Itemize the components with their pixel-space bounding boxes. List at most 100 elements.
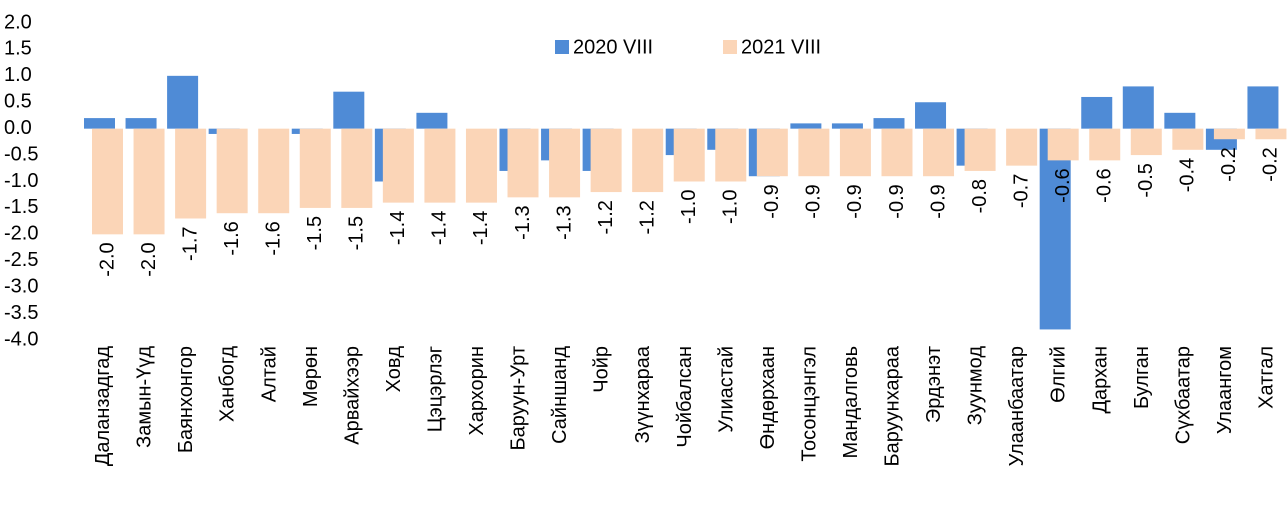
- bar: [1213, 128, 1245, 140]
- data-label: -1.0: [720, 190, 742, 224]
- x-tick-label: Өлгий: [1048, 346, 1070, 403]
- bar: [507, 128, 539, 198]
- bar: [839, 128, 871, 177]
- bar: [382, 128, 414, 203]
- data-label: -0.5: [1135, 163, 1157, 197]
- x-tick-label: Улиастай: [715, 346, 737, 433]
- bar: [167, 75, 199, 129]
- x-tick-label: Даланзадгад: [92, 346, 114, 466]
- bar: [465, 128, 497, 203]
- x-tick-label: Баянхонгор: [175, 346, 197, 453]
- bar: [831, 123, 863, 129]
- data-label: -1.2: [595, 200, 617, 234]
- x-tick-label: Зуунмод: [965, 346, 987, 426]
- data-label: -1.4: [470, 211, 492, 245]
- bar: [258, 128, 290, 214]
- x-tick-label: Чойбалсан: [674, 346, 696, 448]
- bar: [632, 128, 664, 193]
- bar: [1164, 112, 1196, 129]
- bar: [84, 118, 115, 129]
- x-tick-label: Баруунхараа: [882, 345, 904, 466]
- legend-label: 2021 VIII: [741, 36, 821, 58]
- data-label: -0.9: [886, 184, 908, 218]
- data-label: -0.9: [761, 184, 783, 218]
- data-label: -2.0: [96, 242, 118, 276]
- bar: [915, 102, 947, 129]
- bar: [881, 128, 913, 177]
- data-label: -0.2: [1218, 147, 1240, 181]
- x-tick-label: Сүхбаатар: [1172, 346, 1194, 444]
- data-label: -1.6: [221, 221, 243, 255]
- legend-label: 2020 VIII: [573, 36, 653, 58]
- y-tick-label: -1.5: [4, 196, 38, 218]
- x-tick-label: Ховд: [383, 346, 405, 393]
- bar: [424, 128, 456, 203]
- bar: [1172, 128, 1204, 150]
- data-label: -0.9: [927, 184, 949, 218]
- x-tick-label: Эрдэнэт: [923, 346, 945, 423]
- bar: [790, 123, 822, 129]
- data-label: -0.6: [1094, 168, 1116, 202]
- data-label: -0.7: [1010, 174, 1032, 208]
- data-label: -1.4: [429, 211, 451, 245]
- bar: [1130, 128, 1162, 156]
- data-label: -1.4: [387, 211, 409, 245]
- x-tick-label: Тосонцэнгэл: [798, 346, 820, 462]
- bar: [715, 128, 747, 182]
- x-tick-label: Хатгал: [1256, 346, 1278, 409]
- bar: [133, 128, 165, 235]
- bar: [590, 128, 622, 193]
- bar: [175, 128, 207, 219]
- y-tick-label: -2.5: [4, 249, 38, 271]
- x-tick-label: Мөрөн: [300, 346, 322, 407]
- x-tick-label: Улаанбаатар: [1006, 346, 1028, 466]
- x-tick-label: Ханбогд: [217, 346, 239, 422]
- x-tick-label: Алтай: [258, 346, 280, 402]
- bar: [549, 128, 581, 198]
- data-label: -0.9: [803, 184, 825, 218]
- bar: [1122, 86, 1154, 129]
- bar: [1039, 128, 1071, 330]
- data-label: -1.7: [179, 226, 201, 260]
- y-tick-label: -2.0: [4, 223, 38, 245]
- legend-swatch: [723, 40, 737, 54]
- x-tick-label: Хархорин: [466, 346, 488, 436]
- data-label: -1.2: [636, 200, 658, 234]
- y-tick-label: -3.0: [4, 275, 38, 297]
- data-label: -0.6: [1052, 168, 1074, 202]
- x-tick-label: Булган: [1131, 346, 1153, 409]
- x-tick-label: Цэцэрлэг: [424, 346, 446, 432]
- x-tick-label: Зүүнхараа: [632, 345, 654, 443]
- bar: [964, 128, 996, 171]
- data-label: -0.2: [1260, 147, 1282, 181]
- x-tick-label: Замын-Үүд: [134, 346, 156, 448]
- x-tick-label: Өндөрхаан: [757, 346, 779, 449]
- bar: [798, 128, 830, 177]
- data-label: -0.4: [1177, 158, 1199, 192]
- bar: [416, 112, 448, 129]
- bar: [92, 128, 123, 235]
- bar: [299, 128, 331, 208]
- bar: [1255, 128, 1287, 140]
- data-label: -0.9: [844, 184, 866, 218]
- y-tick-label: -0.5: [4, 143, 38, 165]
- bar: [1089, 128, 1121, 161]
- y-tick-label: 1.5: [4, 38, 32, 60]
- bar: [673, 128, 705, 182]
- data-label: -1.0: [678, 190, 700, 224]
- y-tick-label: -4.0: [4, 328, 38, 350]
- x-tick-label: Дархан: [1089, 346, 1111, 414]
- bar: [923, 128, 955, 177]
- bar: [1047, 128, 1079, 161]
- bar: [341, 128, 373, 208]
- x-tick-label: Улаангом: [1214, 346, 1236, 434]
- x-tick-label: Чойр: [591, 346, 613, 393]
- legend-swatch: [555, 40, 569, 54]
- y-tick-label: 2.0: [4, 11, 32, 33]
- y-tick-label: -3.5: [4, 302, 38, 324]
- data-label: -1.3: [512, 205, 534, 239]
- x-tick-label: Баруун-Урт: [508, 346, 530, 451]
- bar: [1247, 86, 1279, 129]
- data-label: -0.8: [969, 179, 991, 213]
